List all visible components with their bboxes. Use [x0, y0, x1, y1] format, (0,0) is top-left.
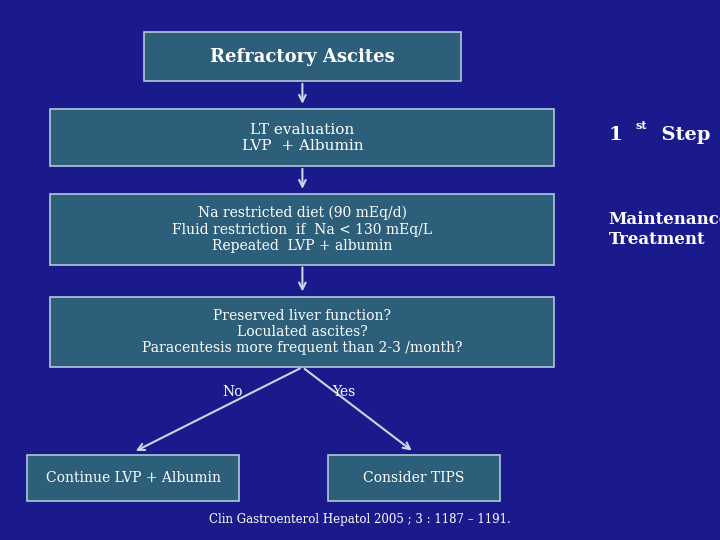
FancyBboxPatch shape [50, 109, 554, 166]
FancyBboxPatch shape [328, 455, 500, 501]
Text: Maintenance
Treatment: Maintenance Treatment [608, 211, 720, 248]
FancyBboxPatch shape [50, 297, 554, 367]
FancyBboxPatch shape [27, 455, 239, 501]
Text: Yes: Yes [332, 385, 356, 399]
Text: Step: Step [648, 126, 711, 144]
Text: 1: 1 [608, 126, 622, 144]
Text: st: st [636, 120, 647, 131]
FancyBboxPatch shape [144, 32, 461, 81]
Text: Preserved liver function?
Loculated ascites?
Paracentesis more frequent than 2-3: Preserved liver function? Loculated asci… [142, 309, 463, 355]
Text: LT evaluation
LVP  + Albumin: LT evaluation LVP + Albumin [242, 123, 363, 153]
Text: Continue LVP + Albumin: Continue LVP + Albumin [45, 471, 221, 485]
Text: Refractory Ascites: Refractory Ascites [210, 48, 395, 66]
Text: Consider TIPS: Consider TIPS [364, 471, 464, 485]
FancyBboxPatch shape [50, 194, 554, 265]
Text: No: No [222, 385, 243, 399]
Text: Clin Gastroenterol Hepatol 2005 ; 3 : 1187 – 1191.: Clin Gastroenterol Hepatol 2005 ; 3 : 11… [209, 514, 511, 526]
Text: Na restricted diet (90 mEq/d)
Fluid restriction  if  Na < 130 mEq/L
Repeated  LV: Na restricted diet (90 mEq/d) Fluid rest… [172, 206, 433, 253]
